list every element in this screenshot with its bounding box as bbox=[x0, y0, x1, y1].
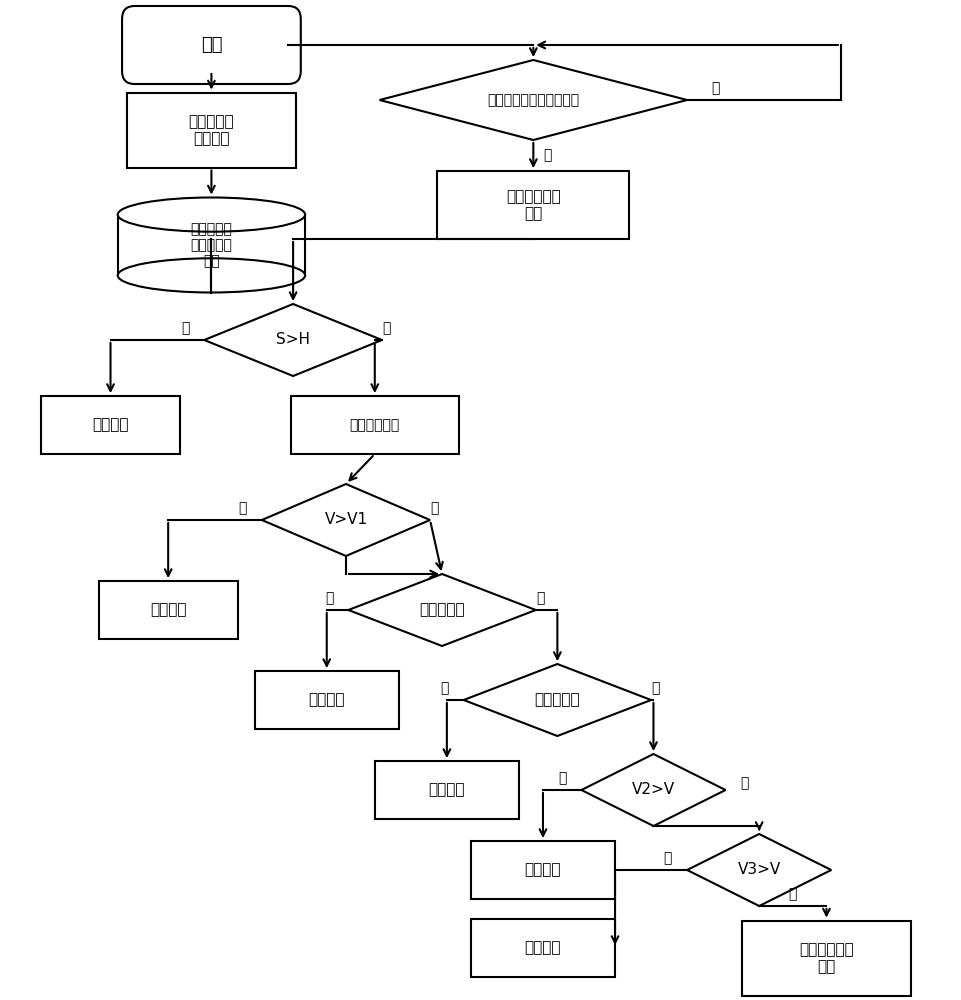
Text: 否: 否 bbox=[664, 851, 672, 865]
Text: 采集当前车
速与路况: 采集当前车 速与路况 bbox=[188, 114, 234, 146]
Text: S>H: S>H bbox=[276, 332, 310, 348]
Ellipse shape bbox=[117, 198, 306, 232]
Text: 开始: 开始 bbox=[201, 36, 222, 54]
Text: 测量前车车速: 测量前车车速 bbox=[350, 418, 400, 432]
Polygon shape bbox=[687, 834, 831, 906]
Bar bbox=[41, 396, 181, 454]
Polygon shape bbox=[463, 664, 652, 736]
Text: 制动距离与
行驶速度换
算表: 制动距离与 行驶速度换 算表 bbox=[190, 222, 233, 268]
Ellipse shape bbox=[117, 258, 306, 292]
Text: 是: 是 bbox=[382, 321, 391, 335]
Text: V2>V: V2>V bbox=[632, 782, 675, 798]
Text: 是: 是 bbox=[544, 148, 552, 162]
Bar bbox=[128, 93, 296, 167]
Polygon shape bbox=[205, 304, 382, 376]
Text: 右后方有车: 右后方有车 bbox=[534, 692, 580, 708]
Text: 向左变道: 向左变道 bbox=[308, 692, 345, 708]
Text: 向右变道: 向右变道 bbox=[429, 782, 465, 798]
Text: 检测前方有车进入此车道: 检测前方有车进入此车道 bbox=[487, 93, 579, 107]
Text: 否: 否 bbox=[238, 501, 247, 515]
Text: 是: 是 bbox=[536, 591, 545, 605]
Text: 是: 是 bbox=[431, 501, 439, 515]
Text: V>V1: V>V1 bbox=[325, 512, 367, 528]
Polygon shape bbox=[380, 60, 687, 140]
Text: V3>V: V3>V bbox=[737, 862, 781, 878]
Bar bbox=[375, 761, 519, 819]
Text: 否: 否 bbox=[325, 591, 333, 605]
Bar bbox=[742, 920, 911, 996]
Bar bbox=[99, 581, 238, 639]
Text: 启动刹车辅助
系统: 启动刹车辅助 系统 bbox=[800, 942, 853, 974]
Text: 否: 否 bbox=[181, 321, 189, 335]
Text: 是: 是 bbox=[741, 776, 749, 790]
Polygon shape bbox=[581, 754, 726, 826]
Bar bbox=[471, 841, 615, 899]
Text: 正常行驶: 正常行驶 bbox=[92, 418, 129, 432]
Text: 正常行驶: 正常行驶 bbox=[150, 602, 186, 617]
Bar bbox=[471, 919, 615, 977]
Text: 否: 否 bbox=[558, 771, 566, 785]
Bar bbox=[290, 396, 459, 454]
Text: 是: 是 bbox=[789, 887, 797, 901]
FancyBboxPatch shape bbox=[122, 6, 301, 84]
Text: 否: 否 bbox=[440, 681, 449, 695]
Text: 向左变道: 向左变道 bbox=[525, 862, 561, 878]
Text: 测量与前车的
距离: 测量与前车的 距离 bbox=[506, 189, 560, 221]
Bar bbox=[437, 171, 629, 239]
Text: 是: 是 bbox=[652, 681, 660, 695]
Polygon shape bbox=[349, 574, 536, 646]
Text: 向右变道: 向右变道 bbox=[525, 940, 561, 956]
Text: 左后方有车: 左后方有车 bbox=[419, 602, 465, 617]
Bar bbox=[118, 215, 306, 275]
Polygon shape bbox=[261, 484, 431, 556]
Bar bbox=[255, 671, 399, 729]
Text: 否: 否 bbox=[712, 81, 720, 95]
